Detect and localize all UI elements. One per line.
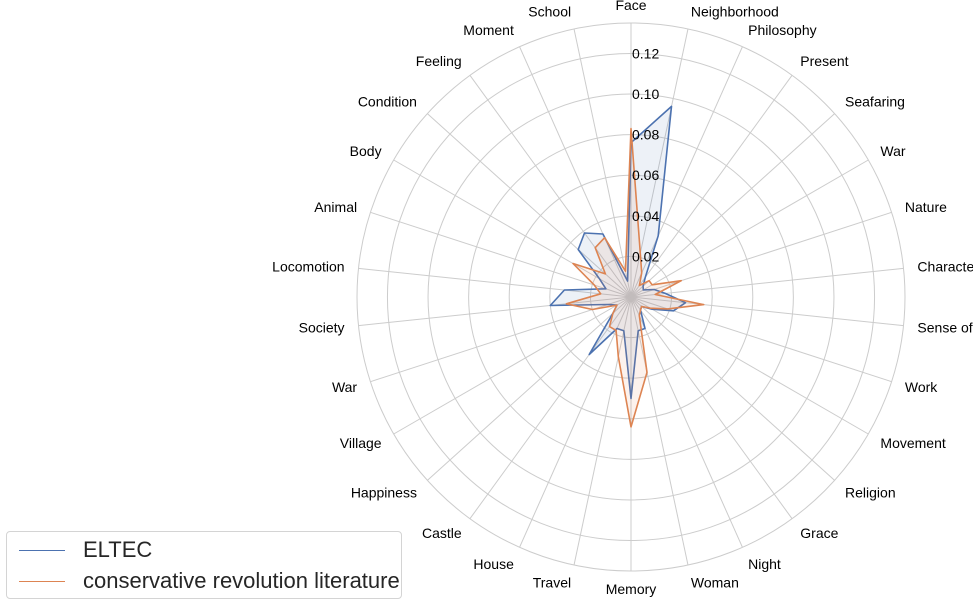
grid-spoke bbox=[630, 113, 835, 298]
grid-spoke bbox=[630, 211, 892, 298]
radial-tick-label: 0.04 bbox=[632, 208, 659, 224]
category-labels: Face Neighborhood Philosophy Present Seafari… bbox=[272, 0, 973, 597]
legend: ELTEC conservative revolution literature bbox=[6, 531, 402, 599]
grid-spoke bbox=[630, 296, 869, 435]
legend-swatch-conservative-revolution bbox=[19, 580, 65, 582]
radar-grid bbox=[356, 22, 906, 572]
category-label: Sense of Time bbox=[917, 320, 973, 336]
grid-spoke bbox=[469, 296, 632, 519]
category-label: Philosophy bbox=[748, 22, 817, 38]
radial-tick-label: 0.02 bbox=[632, 248, 659, 264]
series-area-eltec bbox=[550, 106, 686, 399]
category-label: War bbox=[332, 379, 357, 395]
category-label: Movement bbox=[880, 435, 945, 451]
category-label: Work bbox=[905, 379, 938, 395]
grid-spoke bbox=[630, 296, 793, 519]
grid-spoke bbox=[469, 75, 632, 298]
category-label: Castle bbox=[422, 525, 462, 541]
grid-spoke bbox=[393, 159, 632, 298]
category-label: Feeling bbox=[416, 53, 462, 69]
grid-spoke bbox=[573, 28, 632, 298]
radar-series bbox=[549, 105, 705, 428]
grid-spoke bbox=[630, 46, 743, 298]
radial-tick-label: 0.08 bbox=[632, 127, 659, 143]
radial-tick-label: 0.10 bbox=[632, 86, 659, 102]
grid-spoke bbox=[370, 296, 632, 383]
category-label: Locomotion bbox=[272, 258, 344, 274]
grid-spoke bbox=[427, 113, 632, 298]
grid-spoke bbox=[573, 296, 632, 566]
grid-spoke bbox=[519, 296, 632, 548]
category-label: Present bbox=[800, 53, 848, 69]
legend-swatch-eltec bbox=[19, 549, 65, 551]
legend-item-eltec: ELTEC bbox=[7, 535, 152, 565]
category-label: Nature bbox=[905, 199, 947, 215]
grid-spoke bbox=[630, 75, 793, 298]
category-label: Neighborhood bbox=[691, 3, 779, 19]
category-label: School bbox=[528, 3, 571, 19]
grid-spoke bbox=[630, 159, 869, 298]
grid-spoke bbox=[630, 296, 904, 327]
category-label: House bbox=[473, 556, 514, 572]
grid-spoke bbox=[630, 296, 689, 566]
radial-tick-label: 0.06 bbox=[632, 167, 659, 183]
radial-tick-labels: 0.02 0.04 0.06 0.08 0.10 0.12 bbox=[632, 45, 659, 264]
legend-label-eltec: ELTEC bbox=[83, 537, 153, 562]
grid-spoke bbox=[393, 296, 632, 435]
grid-spoke bbox=[370, 211, 632, 298]
grid-spoke bbox=[358, 267, 632, 298]
category-label: Night bbox=[748, 556, 781, 572]
legend-label-conservative-revolution: conservative revolution literature bbox=[83, 568, 400, 593]
category-label: Happiness bbox=[351, 484, 417, 500]
category-label: Body bbox=[350, 143, 382, 159]
grid-spoke bbox=[630, 296, 835, 481]
category-label: Character bbox=[917, 258, 973, 274]
grid-spoke bbox=[358, 296, 632, 327]
grid-spoke bbox=[630, 296, 743, 548]
category-label: War bbox=[880, 143, 905, 159]
category-label: Travel bbox=[533, 575, 571, 591]
grid-spoke bbox=[519, 46, 632, 298]
category-label: Moment bbox=[463, 22, 514, 38]
category-label: Grace bbox=[800, 525, 838, 541]
legend-item-conservative-revolution: conservative revolution literature bbox=[7, 566, 400, 596]
category-label: Society bbox=[299, 320, 345, 336]
grid-spoke bbox=[630, 267, 904, 298]
category-label: Condition bbox=[358, 94, 417, 110]
category-label: Face bbox=[615, 0, 646, 13]
category-label: Seafaring bbox=[845, 94, 905, 110]
grid-spoke bbox=[427, 296, 632, 481]
category-label: Religion bbox=[845, 484, 896, 500]
category-label: Woman bbox=[691, 575, 739, 591]
series-area-conservative-revolution bbox=[566, 128, 704, 427]
radial-tick-label: 0.12 bbox=[632, 45, 659, 61]
category-label: Memory bbox=[606, 581, 657, 597]
category-label: Animal bbox=[314, 199, 357, 215]
category-label: Village bbox=[340, 435, 382, 451]
